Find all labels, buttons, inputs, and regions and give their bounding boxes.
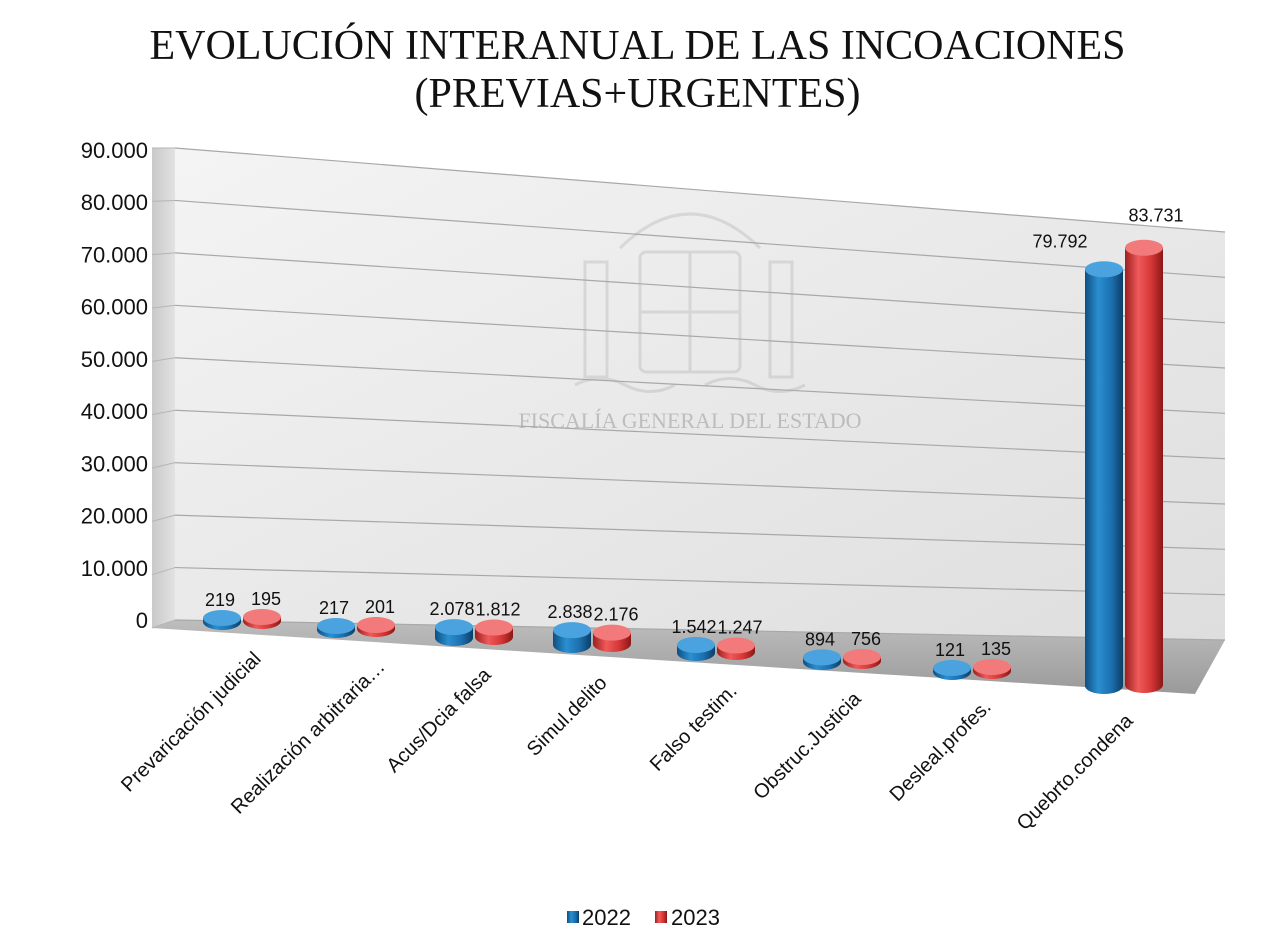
grid-line-side — [151, 619, 176, 629]
bar-cap-2022 — [933, 660, 971, 676]
grid-line-side — [151, 462, 176, 469]
y-tick-label: 30.000 — [81, 451, 148, 476]
bar-cap-2023 — [1125, 239, 1163, 256]
y-tick-label: 20.000 — [81, 504, 148, 529]
grid-line — [174, 147, 1226, 233]
y-tick-label: 80.000 — [81, 190, 148, 215]
chart-title-line-2: (PREVIAS+URGENTES) — [414, 71, 861, 117]
data-label-2022: 2.078 — [429, 599, 474, 619]
x-category-label: Falso testim. — [646, 680, 742, 776]
data-label-2023: 201 — [365, 597, 395, 617]
data-label-2022: 2.838 — [547, 602, 592, 622]
bar-cap-2023 — [357, 617, 395, 633]
y-axis: 0 10.000 20.000 30.000 40.000 50.000 60.000 70.… — [81, 138, 148, 633]
watermark-seal-icon — [574, 212, 806, 393]
plot-side-wall — [152, 148, 175, 628]
bar-cap-2023 — [243, 609, 281, 625]
grid-line — [174, 199, 1226, 278]
data-label-2023: 1.247 — [717, 617, 762, 637]
data-label-2022: 219 — [205, 590, 235, 610]
grid-line-side — [151, 514, 176, 522]
y-tick-label: 50.000 — [81, 347, 148, 372]
y-tick-label: 40.000 — [81, 399, 148, 424]
bar-cap-2022 — [677, 636, 715, 653]
data-label-2022: 1.542 — [671, 617, 716, 637]
data-label-2023: 135 — [981, 639, 1011, 659]
grid-line — [174, 357, 1226, 414]
data-label-2022: 894 — [805, 629, 835, 649]
x-category-label: Prevaricación judicial — [117, 648, 265, 796]
bar-cap-2022 — [803, 649, 841, 666]
data-label-2023: 1.812 — [475, 600, 520, 620]
data-label-2023: 83.731 — [1128, 206, 1183, 226]
legend-label-2022: 2022 — [582, 905, 631, 930]
x-category-label: Acus/Dcia falsa — [383, 663, 497, 777]
bar-2022 — [1085, 269, 1123, 694]
grid-line — [174, 252, 1226, 324]
grid-line — [174, 514, 1226, 550]
bar-cap-2023 — [475, 619, 513, 636]
bar-2023 — [1125, 247, 1163, 694]
chart-title-line-1: EVOLUCIÓN INTERANUAL DE LAS INCOACIONES — [149, 23, 1126, 69]
data-label-2022: 121 — [935, 640, 965, 660]
grid-line — [174, 409, 1226, 460]
bar-cap-2022 — [435, 619, 473, 636]
y-tick-label: 10.000 — [81, 556, 148, 581]
chart-title: EVOLUCIÓN INTERANUAL DE LAS INCOACIONES … — [0, 22, 1275, 118]
grid-line — [174, 462, 1226, 505]
plot-back-wall — [175, 148, 1225, 640]
grid-line-side — [151, 567, 176, 576]
y-tick-label: 60.000 — [81, 295, 148, 320]
legend-swatch-2023 — [655, 911, 667, 923]
legend: 2022 2023 — [567, 905, 720, 930]
x-category-label: Desleal.profes. — [886, 696, 996, 806]
bar-cap-2023 — [593, 624, 631, 641]
bar-cap-2023 — [843, 649, 881, 665]
bars: 219 195 217 201 2.078 1.812 2.838 2.176 1.542 1.2… — [203, 206, 1184, 694]
bar-cap-2023 — [717, 637, 755, 654]
x-category-label: Simul.delito — [523, 672, 612, 761]
data-label-2023: 195 — [251, 589, 281, 609]
grid-line — [174, 304, 1226, 369]
bar-cap-2023 — [973, 659, 1011, 675]
grid-line-side — [151, 199, 176, 202]
bar-cap-2022 — [317, 618, 355, 634]
data-label-2022: 217 — [319, 598, 349, 618]
data-label-2023: 756 — [851, 629, 881, 649]
y-tick-label: 90.000 — [81, 138, 148, 163]
y-tick-label: 70.000 — [81, 242, 148, 267]
grid-line-side — [151, 409, 176, 416]
legend-swatch-2022 — [567, 911, 579, 923]
x-category-label: Obstruc.Justicia — [749, 687, 866, 804]
x-category-label: Realización arbitraria… — [227, 656, 390, 819]
bar-cap-2022 — [203, 610, 241, 626]
x-category-label: Quebrto.condena — [1013, 709, 1138, 834]
grid-line — [174, 566, 1226, 596]
data-label-2023: 2.176 — [593, 605, 638, 625]
data-label-2022: 79.792 — [1032, 231, 1087, 251]
bar-cap-2022 — [1085, 261, 1123, 278]
legend-label-2023: 2023 — [671, 905, 720, 930]
y-tick-label: 0 — [136, 608, 148, 633]
bar-cap-2022 — [553, 622, 591, 639]
watermark-text: FISCALÍA GENERAL DEL ESTADO — [518, 408, 861, 433]
grid-line-side — [151, 357, 176, 362]
grid-line-side — [151, 304, 176, 309]
grid-line-side — [151, 252, 176, 256]
